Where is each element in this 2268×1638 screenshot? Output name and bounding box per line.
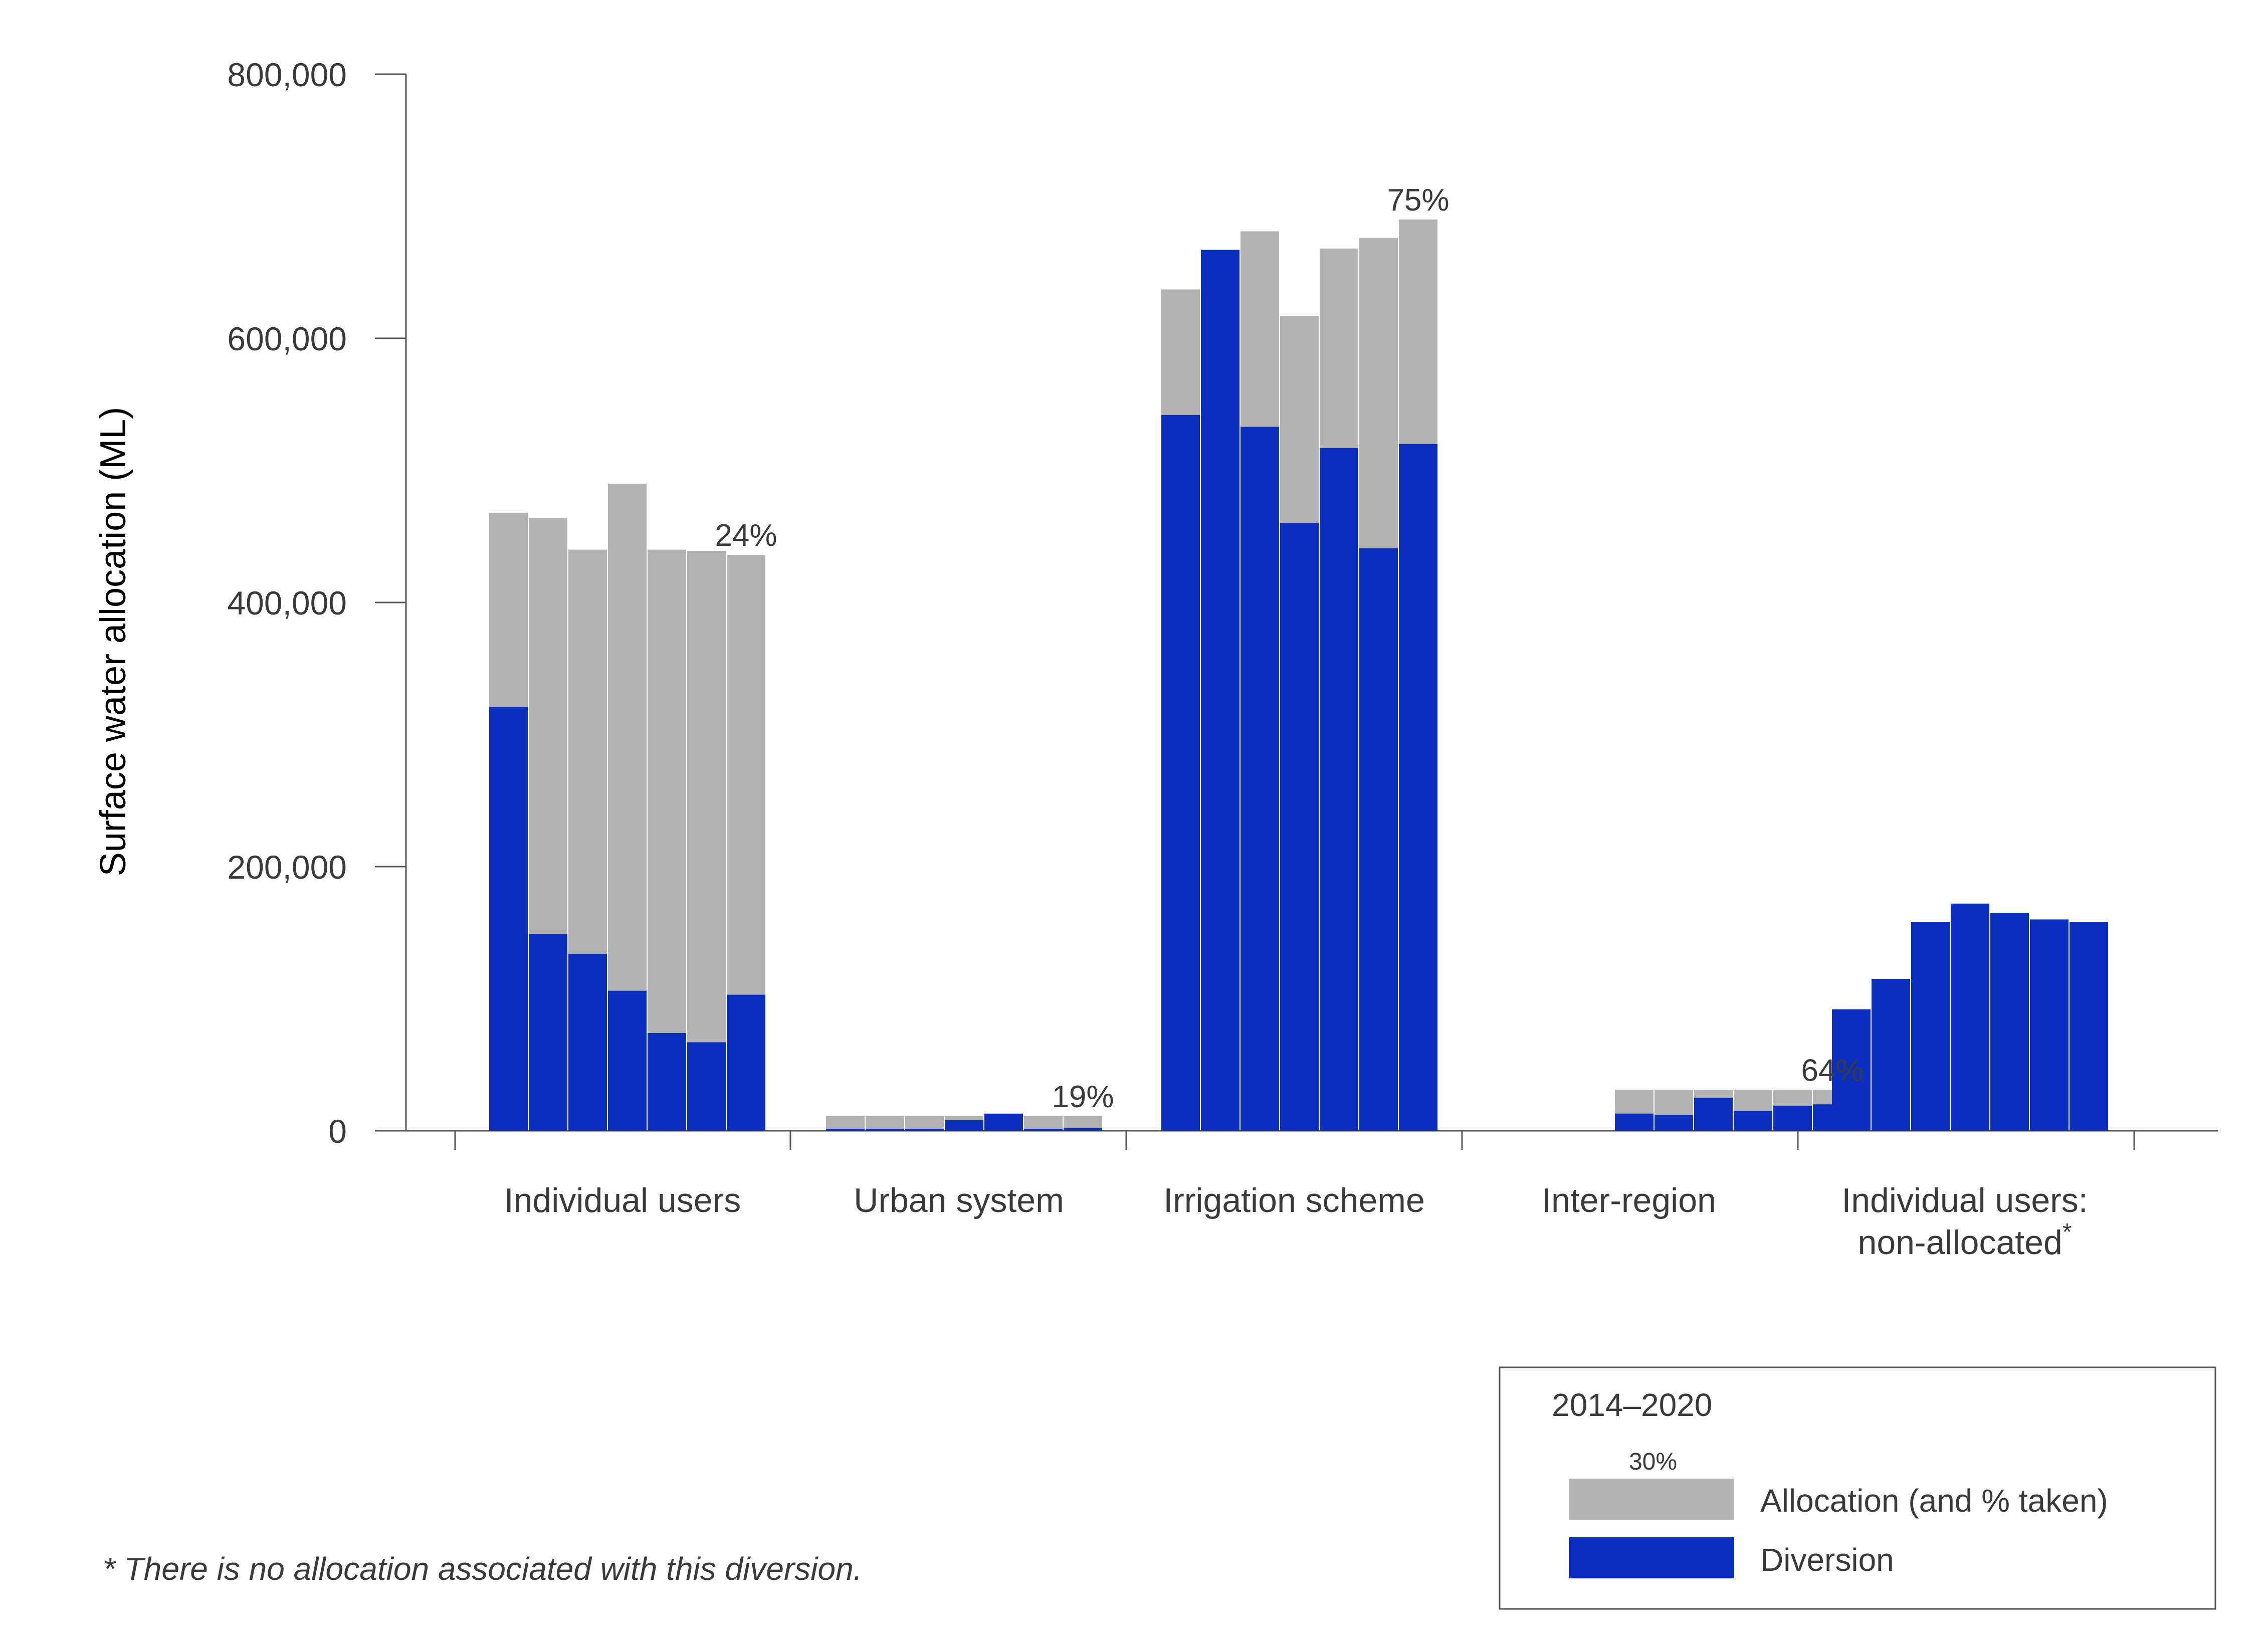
diversion-bar xyxy=(529,934,567,1131)
diversion-bar xyxy=(1990,913,2029,1131)
diversion-bar xyxy=(1734,1111,1772,1131)
diversion-bar xyxy=(826,1129,865,1131)
x-tick-label: Irrigation scheme xyxy=(1163,1181,1425,1219)
diversion-bar xyxy=(866,1129,904,1131)
legend-label-allocation: Allocation (and % taken) xyxy=(1760,1483,2108,1519)
y-axis-title: Surface water allocation (ML) xyxy=(93,407,133,876)
y-tick-label: 0 xyxy=(328,1113,347,1150)
diversion-bar xyxy=(568,953,607,1131)
allocation-bar xyxy=(1024,1116,1063,1131)
y-tick-label: 600,000 xyxy=(227,320,347,357)
diversion-bar xyxy=(1832,1009,1871,1131)
diversion-bar xyxy=(1241,427,1279,1131)
diversion-bar xyxy=(1359,548,1398,1131)
labels: 0 200,000 400,000 600,000 800,000 24% Individu… xyxy=(227,56,2088,1262)
diversion-bar xyxy=(1655,1115,1693,1131)
legend: 2014–2020 30% Allocation (and % taken) D… xyxy=(1499,1366,2216,1610)
diversion-bar xyxy=(1911,922,1950,1131)
allocation-bar xyxy=(826,1116,865,1131)
diversion-bar xyxy=(945,1120,983,1131)
diversion-bar xyxy=(2070,922,2108,1131)
percent-taken-label: 75% xyxy=(1387,183,1449,218)
y-tick-label: 200,000 xyxy=(227,849,347,886)
diversion-bar xyxy=(905,1129,944,1131)
allocation-bar xyxy=(905,1116,944,1131)
diversion-bar xyxy=(1872,978,1910,1131)
allocation-bar xyxy=(866,1116,904,1131)
diversion-bar xyxy=(648,1033,686,1131)
diversion-bar xyxy=(1773,1105,1812,1131)
diversion-bar xyxy=(1615,1113,1654,1131)
diversion-bar xyxy=(1161,415,1200,1131)
bars xyxy=(489,219,2108,1131)
x-tick-label: Individual users xyxy=(504,1181,741,1219)
diversion-bar xyxy=(687,1042,726,1131)
percent-taken-label: 64% xyxy=(1801,1053,1863,1088)
diversion-bar xyxy=(489,707,528,1131)
x-tick-label: Urban system xyxy=(854,1181,1064,1219)
legend-label-diversion: Diversion xyxy=(1760,1542,1894,1578)
diversion-bar xyxy=(608,990,647,1131)
diversion-bar xyxy=(2030,919,2069,1131)
footnote: * There is no allocation associated with… xyxy=(103,1551,862,1587)
legend-swatch-diversion xyxy=(1569,1537,1734,1578)
diversion-bar xyxy=(727,994,765,1131)
diversion-bar xyxy=(1024,1129,1063,1131)
allocation-bar xyxy=(687,551,726,1131)
x-tick-label: non-allocated* xyxy=(1858,1219,2072,1262)
percent-taken-label: 19% xyxy=(1052,1080,1114,1114)
diversion-bar xyxy=(1064,1128,1102,1131)
diversion-bar xyxy=(1951,903,1989,1131)
percent-taken-label: 24% xyxy=(715,518,777,553)
footnote-marker: * xyxy=(2063,1219,2072,1246)
diversion-bar xyxy=(1694,1098,1733,1131)
legend-title: 2014–2020 xyxy=(1552,1387,1712,1423)
diversion-bar xyxy=(984,1113,1023,1131)
diversion-bar xyxy=(1280,523,1319,1131)
diversion-bar xyxy=(1201,250,1240,1131)
x-tick-label: Individual users: xyxy=(1841,1181,2088,1219)
diversion-bar xyxy=(1320,448,1358,1131)
x-tick-label: Inter-region xyxy=(1542,1181,1716,1219)
legend-swatch-allocation xyxy=(1569,1479,1734,1520)
y-tick-label: 800,000 xyxy=(227,56,347,93)
diversion-bar xyxy=(1399,444,1437,1131)
y-tick-label: 400,000 xyxy=(227,584,347,622)
legend-sample-percent: 30% xyxy=(1629,1449,1677,1475)
